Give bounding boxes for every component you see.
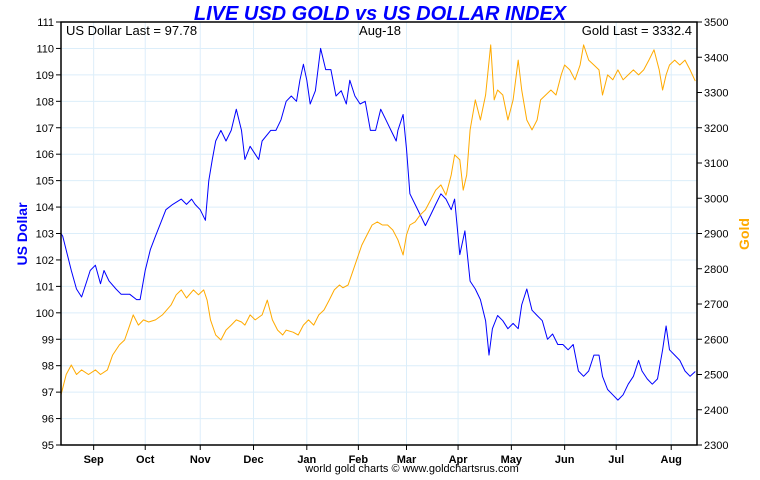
y-tick-label-left: 97: [42, 387, 54, 399]
x-tick-label: Apr: [449, 454, 469, 466]
y-tick-label-right: 2500: [704, 370, 728, 382]
x-tick-label: Feb: [349, 454, 369, 466]
y-tick-label-left: 107: [36, 123, 54, 135]
date-label: Aug-18: [359, 23, 401, 38]
y-tick-label-left: 101: [36, 281, 54, 293]
y-tick-label-right: 3500: [704, 17, 728, 29]
y-axis-left-label: US Dollar: [14, 202, 30, 266]
y-tick-label-left: 99: [42, 334, 54, 346]
y-tick-label-right: 2800: [704, 264, 728, 276]
y-tick-label-right: 3200: [704, 123, 728, 135]
y-tick-label-right: 2300: [704, 440, 728, 452]
y-tick-label-left: 102: [36, 255, 54, 267]
y-tick-label-left: 105: [36, 176, 54, 188]
x-tick-label: Aug: [661, 454, 682, 466]
gridlines: [61, 21, 697, 446]
y-tick-label-right: 2900: [704, 229, 728, 241]
x-tick-label: Jan: [297, 454, 316, 466]
y-tick-label-right: 3000: [704, 193, 728, 205]
y-tick-label-left: 103: [36, 229, 54, 241]
y-axis-right-label: Gold: [736, 218, 752, 250]
footer-credit: world gold charts © www.goldchartsrus.co…: [304, 463, 519, 475]
x-tick-label: Oct: [136, 454, 155, 466]
x-tick-label: Nov: [190, 454, 212, 466]
y-tick-label-right: 3100: [704, 158, 728, 170]
y-tick-label-right: 2400: [704, 405, 728, 417]
x-tick-label: Jul: [608, 454, 624, 466]
y-tick-label-right: 3300: [704, 88, 728, 100]
y-tick-label-left: 95: [42, 440, 54, 452]
y-tick-label-left: 104: [36, 202, 54, 214]
usd-last-label: US Dollar Last = 97.78: [66, 23, 197, 38]
y-tick-label-left: 98: [42, 361, 54, 373]
y-tick-label-left: 100: [36, 308, 54, 320]
chart-title: LIVE USD GOLD vs US DOLLAR INDEX: [194, 3, 568, 25]
series-line-us-dollar: [60, 47, 696, 401]
x-tick-label: Dec: [243, 454, 263, 466]
x-tick-label: Sep: [84, 454, 104, 466]
axes: 95 96 97 98 99 100 101 102 103 104 105 106 107 108 109…: [36, 17, 729, 466]
x-tick-label: May: [501, 454, 523, 466]
y-tick-label-left: 109: [36, 70, 54, 82]
y-tick-label-right: 3400: [704, 52, 728, 64]
x-tick-label: Mar: [397, 454, 417, 466]
y-tick-label-left: 96: [42, 414, 54, 426]
gold-last-label: Gold Last = 3332.4: [582, 23, 692, 38]
y-tick-label-left: 108: [36, 96, 54, 108]
y-tick-label-left: 110: [36, 43, 54, 55]
series-group: [60, 44, 696, 401]
y-tick-label-right: 2700: [704, 299, 728, 311]
y-tick-label-right: 2600: [704, 334, 728, 346]
x-tick-label: Jun: [555, 454, 575, 466]
y-tick-label-left: 106: [36, 149, 54, 161]
y-tick-label-left: 111: [37, 17, 54, 29]
series-line-gold: [60, 44, 696, 396]
